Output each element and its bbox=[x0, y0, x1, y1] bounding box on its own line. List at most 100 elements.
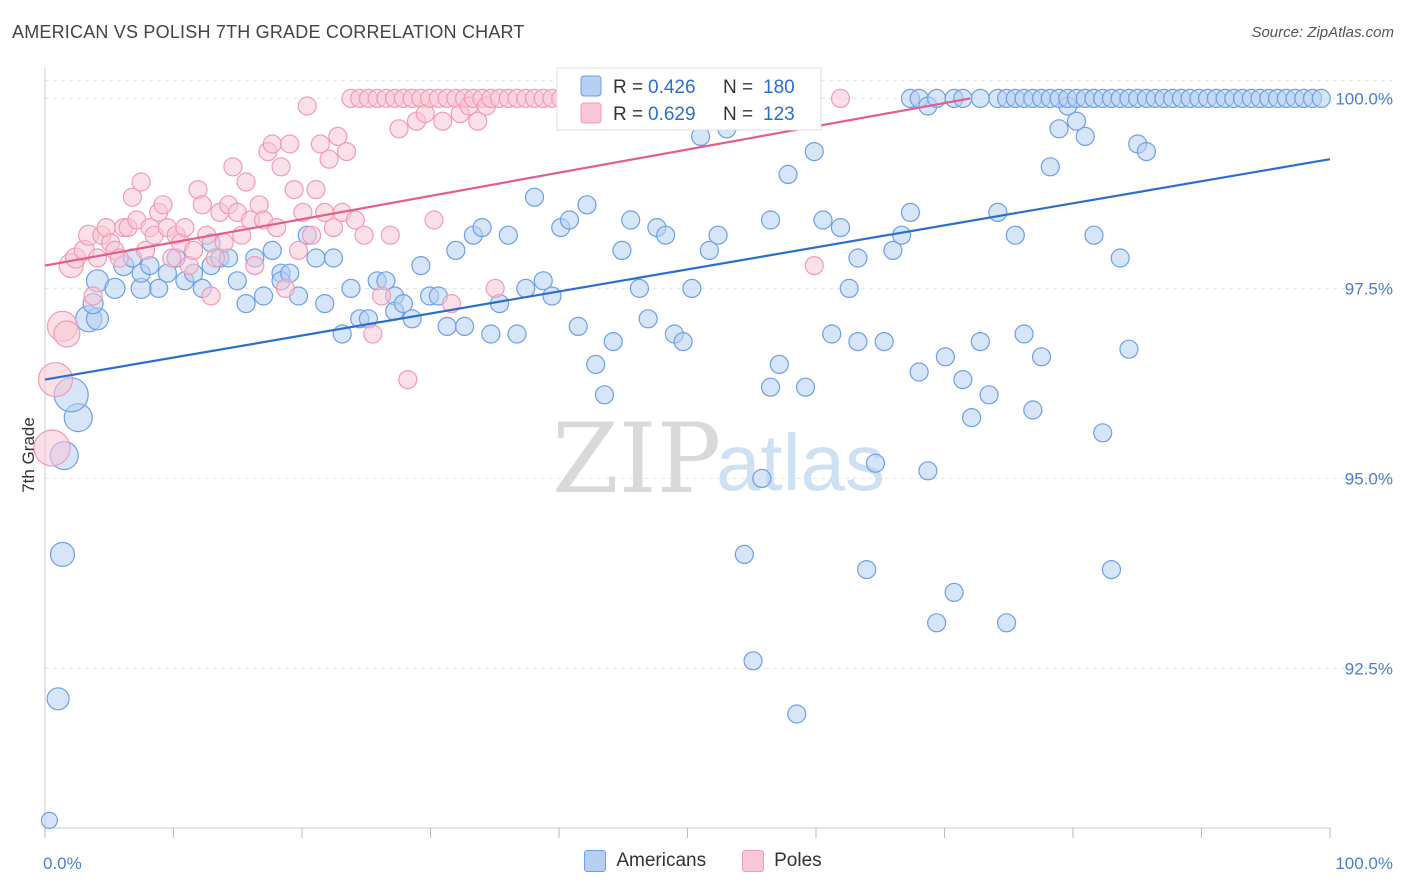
stats-n-value-americans: 180 bbox=[763, 77, 795, 98]
poles-point-52 bbox=[275, 278, 295, 298]
americans-point-108 bbox=[909, 362, 929, 382]
americans-point-127 bbox=[1075, 126, 1095, 146]
poles-point-60 bbox=[310, 134, 330, 154]
y-tick-label-2: 97.5% bbox=[1345, 279, 1393, 298]
series-poles-points bbox=[33, 88, 851, 467]
poles-point-33 bbox=[192, 195, 212, 215]
americans-point-38 bbox=[323, 248, 344, 268]
watermark-atlas: atlas bbox=[716, 418, 885, 507]
americans-point-68 bbox=[577, 195, 597, 215]
americans-point-89 bbox=[760, 377, 781, 397]
stats-n-label-poles: N = bbox=[723, 104, 753, 125]
poles-point-72 bbox=[363, 324, 383, 344]
y-tick-labels: 92.5% 95.0% 97.5% 100.0% bbox=[1335, 89, 1393, 678]
americans-point-91 bbox=[769, 354, 789, 374]
stats-r-label-poles: R = bbox=[613, 104, 643, 125]
americans-point-53 bbox=[446, 240, 466, 260]
americans-point-103 bbox=[865, 453, 886, 473]
americans-point-131 bbox=[1110, 248, 1130, 268]
legend: Americans Poles bbox=[0, 850, 1406, 872]
poles-point-38 bbox=[214, 233, 234, 253]
stats-swatch-americans bbox=[580, 75, 602, 97]
americans-point-113 bbox=[953, 370, 973, 390]
poles-point-58 bbox=[302, 225, 322, 245]
stats-r-value-americans: 0.426 bbox=[648, 77, 696, 98]
americans-point-73 bbox=[621, 210, 641, 230]
americans-point-100 bbox=[848, 248, 868, 268]
americans-point-111 bbox=[935, 347, 955, 367]
americans-point-102 bbox=[857, 559, 877, 580]
poles-point-40 bbox=[223, 157, 243, 177]
poles-point-31 bbox=[184, 240, 204, 260]
americans-point-57 bbox=[481, 324, 501, 344]
poles-point-54 bbox=[284, 180, 304, 200]
americans-point-87 bbox=[743, 651, 763, 671]
poles-point-26 bbox=[162, 248, 182, 268]
americans-point-179 bbox=[1311, 88, 1331, 109]
americans-point-49 bbox=[411, 256, 431, 276]
poles-point-1 bbox=[37, 362, 74, 398]
americans-point-82 bbox=[699, 240, 719, 260]
americans-point-114 bbox=[961, 408, 982, 428]
poles-point-78 bbox=[389, 119, 409, 139]
americans-point-29 bbox=[253, 286, 274, 306]
poles-point-59 bbox=[306, 180, 326, 200]
americans-point-110 bbox=[927, 613, 947, 633]
americans-point-1 bbox=[46, 687, 70, 711]
americans-point-70 bbox=[594, 385, 615, 405]
legend-swatch-americans bbox=[584, 850, 607, 872]
poles-point-80 bbox=[398, 370, 418, 390]
poles-point-57 bbox=[297, 96, 317, 116]
americans-point-90 bbox=[760, 210, 781, 230]
americans-point-80 bbox=[682, 278, 702, 298]
americans-point-71 bbox=[603, 332, 623, 352]
americans-point-97 bbox=[822, 324, 842, 344]
americans-point-56 bbox=[472, 218, 492, 238]
americans-point-117 bbox=[988, 202, 1008, 222]
americans-point-107 bbox=[900, 202, 921, 222]
americans-point-30 bbox=[262, 240, 282, 260]
americans-point-120 bbox=[1014, 324, 1034, 344]
americans-point-62 bbox=[524, 187, 545, 207]
poles-point-35 bbox=[201, 286, 221, 306]
americans-point-104 bbox=[874, 332, 894, 352]
americans-point-118 bbox=[996, 613, 1017, 633]
americans-point-93 bbox=[787, 704, 807, 724]
americans-point-16 bbox=[149, 278, 169, 298]
americans-point-106 bbox=[892, 225, 912, 245]
americans-point-40 bbox=[341, 278, 361, 298]
poles-point-50 bbox=[267, 218, 287, 238]
stats-box: R = 0.426 N = 180 R = 0.629 N = 123 bbox=[556, 67, 822, 131]
legend-item-americans[interactable]: Americans bbox=[584, 850, 706, 872]
poles-point-55 bbox=[288, 240, 309, 260]
americans-point-67 bbox=[568, 316, 588, 336]
y-tick-label-3: 100.0% bbox=[1335, 89, 1393, 108]
americans-trend-line bbox=[44, 158, 1331, 381]
americans-point-94 bbox=[795, 377, 816, 397]
source-label: Source: ZipAtlas.com bbox=[1251, 24, 1394, 41]
poles-point-88 bbox=[433, 111, 453, 131]
y-axis-label: 7th Grade bbox=[19, 417, 38, 493]
poles-point-100 bbox=[485, 278, 505, 298]
americans-point-105 bbox=[883, 240, 903, 260]
legend-label-poles: Poles bbox=[774, 850, 822, 871]
poles-point-96 bbox=[468, 111, 488, 131]
americans-point-83 bbox=[708, 225, 728, 245]
stats-n-value-poles: 123 bbox=[763, 104, 795, 125]
americans-point-101 bbox=[848, 332, 868, 352]
poles-point-86 bbox=[424, 210, 444, 230]
americans-point-126 bbox=[1066, 111, 1087, 131]
legend-item-poles[interactable]: Poles bbox=[742, 850, 822, 872]
poles-point-66 bbox=[336, 142, 357, 162]
americans-point-54 bbox=[454, 316, 475, 336]
americans-point-119 bbox=[1005, 225, 1025, 245]
poles-point-24 bbox=[153, 195, 173, 215]
americans-point-134 bbox=[1136, 142, 1157, 162]
poles-point-3 bbox=[53, 320, 81, 348]
stats-r-label-americans: R = bbox=[613, 77, 643, 98]
americans-point-115 bbox=[970, 332, 990, 352]
poles-point-51 bbox=[271, 157, 291, 177]
americans-point-116 bbox=[979, 385, 999, 405]
poles-point-70 bbox=[354, 225, 374, 245]
